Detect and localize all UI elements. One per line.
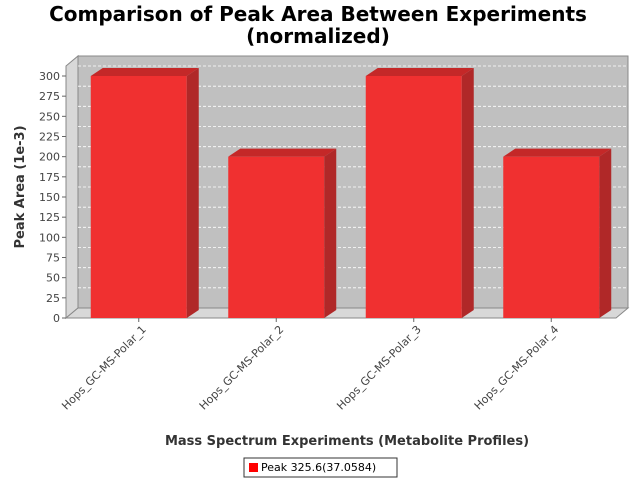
x-tick-label: Hops_GC-MS-Polar_1 [59, 323, 149, 413]
chart-title-line-2: (normalized) [246, 24, 390, 48]
y-tick-label: 225 [39, 131, 60, 144]
bar-front [503, 156, 600, 318]
y-tick-label: 50 [46, 272, 60, 285]
y-tick-label: 200 [39, 151, 60, 164]
y-tick-label: 75 [46, 252, 60, 265]
bar-side [599, 148, 612, 318]
bar-3 [365, 68, 474, 318]
bar-top [90, 68, 199, 76]
y-tick-label: 150 [39, 191, 60, 204]
plot-side-wall [65, 54, 79, 320]
x-axis-title: Mass Spectrum Experiments (Metabolite Pr… [165, 434, 529, 449]
x-tick-label: Hops_GC-MS-Polar_4 [472, 323, 562, 413]
chart-title-line-1: Comparison of Peak Area Between Experime… [49, 2, 587, 26]
y-tick-label: 250 [39, 110, 60, 123]
y-tick-label: 100 [39, 231, 60, 244]
bar-side [186, 68, 199, 318]
bars [90, 68, 612, 318]
bar-front [365, 76, 462, 318]
bar-top [503, 148, 612, 157]
y-tick-label: 0 [53, 312, 60, 325]
x-tick-label: Hops_GC-MS-Polar_3 [334, 323, 424, 413]
legend: Peak 325.6(37.0584) [243, 457, 398, 478]
y-tick-label: 275 [39, 90, 60, 103]
bar-top [228, 148, 337, 157]
bar-side [461, 68, 474, 318]
bar-front [228, 156, 325, 318]
y-tick-label: 25 [46, 292, 60, 305]
bar-front [90, 76, 187, 318]
y-tick-label: 300 [39, 70, 60, 83]
y-axis-title: Peak Area (1e-3) [13, 125, 28, 248]
bar-side [324, 148, 337, 318]
bar-4 [503, 148, 612, 318]
y-axis-ticks: 0 25 50 75 100 125 150 175 200 225 250 275 300 [39, 70, 66, 325]
legend-label: Peak 325.6(37.0584) [261, 461, 376, 474]
legend-swatch [249, 463, 258, 472]
bar-1 [90, 68, 199, 318]
x-axis-ticks: Hops_GC-MS-Polar_1 Hops_GC-MS-Polar_2 Hops… [59, 318, 561, 412]
bar-top [365, 68, 474, 76]
x-tick-label: Hops_GC-MS-Polar_2 [197, 323, 287, 413]
bar-2 [228, 148, 337, 318]
legend-box [243, 457, 398, 478]
y-tick-label: 175 [39, 171, 60, 184]
y-tick-label: 125 [39, 211, 60, 224]
